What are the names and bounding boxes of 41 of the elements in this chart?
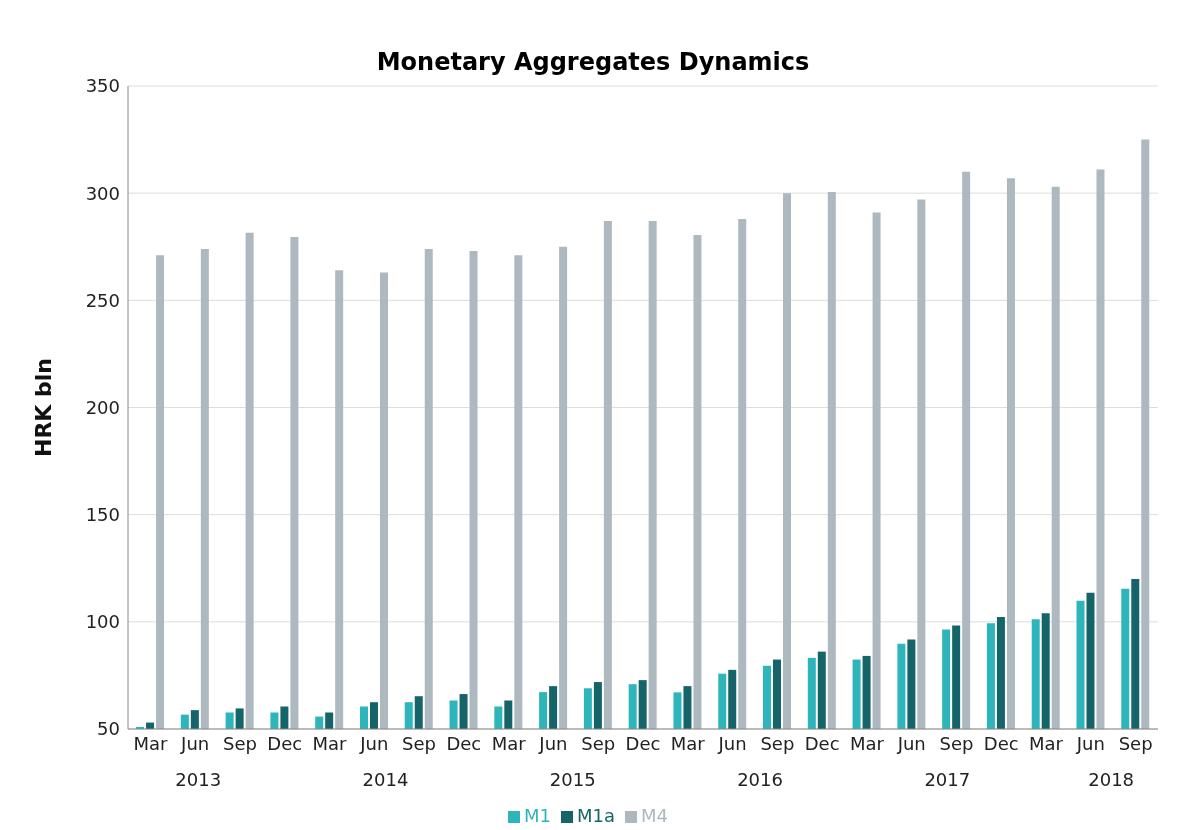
y-tick-label: 200 [85,396,120,418]
x-tick-label: Sep [760,732,795,754]
x-tick-label: Jun [180,732,210,754]
y-axis-title: HRK bln [30,357,56,458]
legend-label: M1a [576,805,615,826]
x-tick-label: Mar [1029,732,1064,754]
text: 2015 [549,768,596,790]
x-tick-label: Sep [1118,732,1153,754]
text: 2017 [924,768,971,790]
x-tick-label: Dec [446,732,482,754]
x-tick-label: Mar [312,732,348,754]
x-tick-label: Jun [1075,732,1105,754]
x-tick-label: Sep [581,732,616,754]
legend-label: M1 [524,805,551,826]
x-tick-label: Dec [983,732,1019,754]
y-tick-label: 350 [85,75,120,97]
x-tick-label: Jun [538,732,568,754]
y-tick-label: 150 [85,504,120,526]
x-tick-label: Dec [804,732,840,754]
y-tick-label: 300 [85,182,120,204]
y-tick-label: 100 [85,611,120,633]
chart-title: Monetary Aggregates Dynamics [375,47,811,76]
x-tick-label: Mar [491,732,527,754]
x-tick-label: Sep [939,732,974,754]
y-tick-label: 250 [85,289,120,311]
x-tick-label: Dec [267,732,303,754]
x-tick-label: Mar [670,732,706,754]
x-tick-label: Jun [896,732,926,754]
y-tick-label: 50 [97,718,120,740]
text: 2018 [1088,768,1135,790]
text: 2014 [362,768,409,790]
x-tick-label: Sep [222,732,257,754]
x-tick-label: Jun [717,732,747,754]
x-tick-label: Jun [359,732,389,754]
x-tick-label: Dec [625,732,661,754]
x-tick-label: Mar [133,732,168,754]
text: 2016 [737,768,783,790]
legend-label: M4 [641,805,668,826]
x-tick-label: Mar [849,732,885,754]
text: 2013 [175,768,222,790]
x-tick-label: Sep [402,732,437,754]
